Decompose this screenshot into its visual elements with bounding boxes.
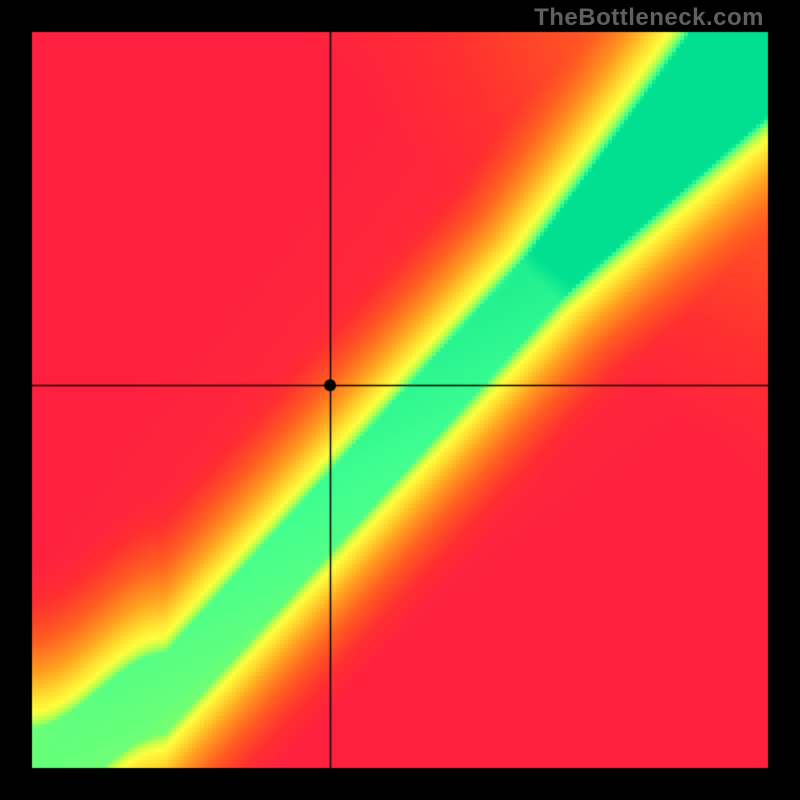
bottleneck-heatmap bbox=[0, 0, 800, 800]
watermark-text: TheBottleneck.com bbox=[534, 4, 764, 32]
chart-container: TheBottleneck.com bbox=[0, 0, 800, 800]
